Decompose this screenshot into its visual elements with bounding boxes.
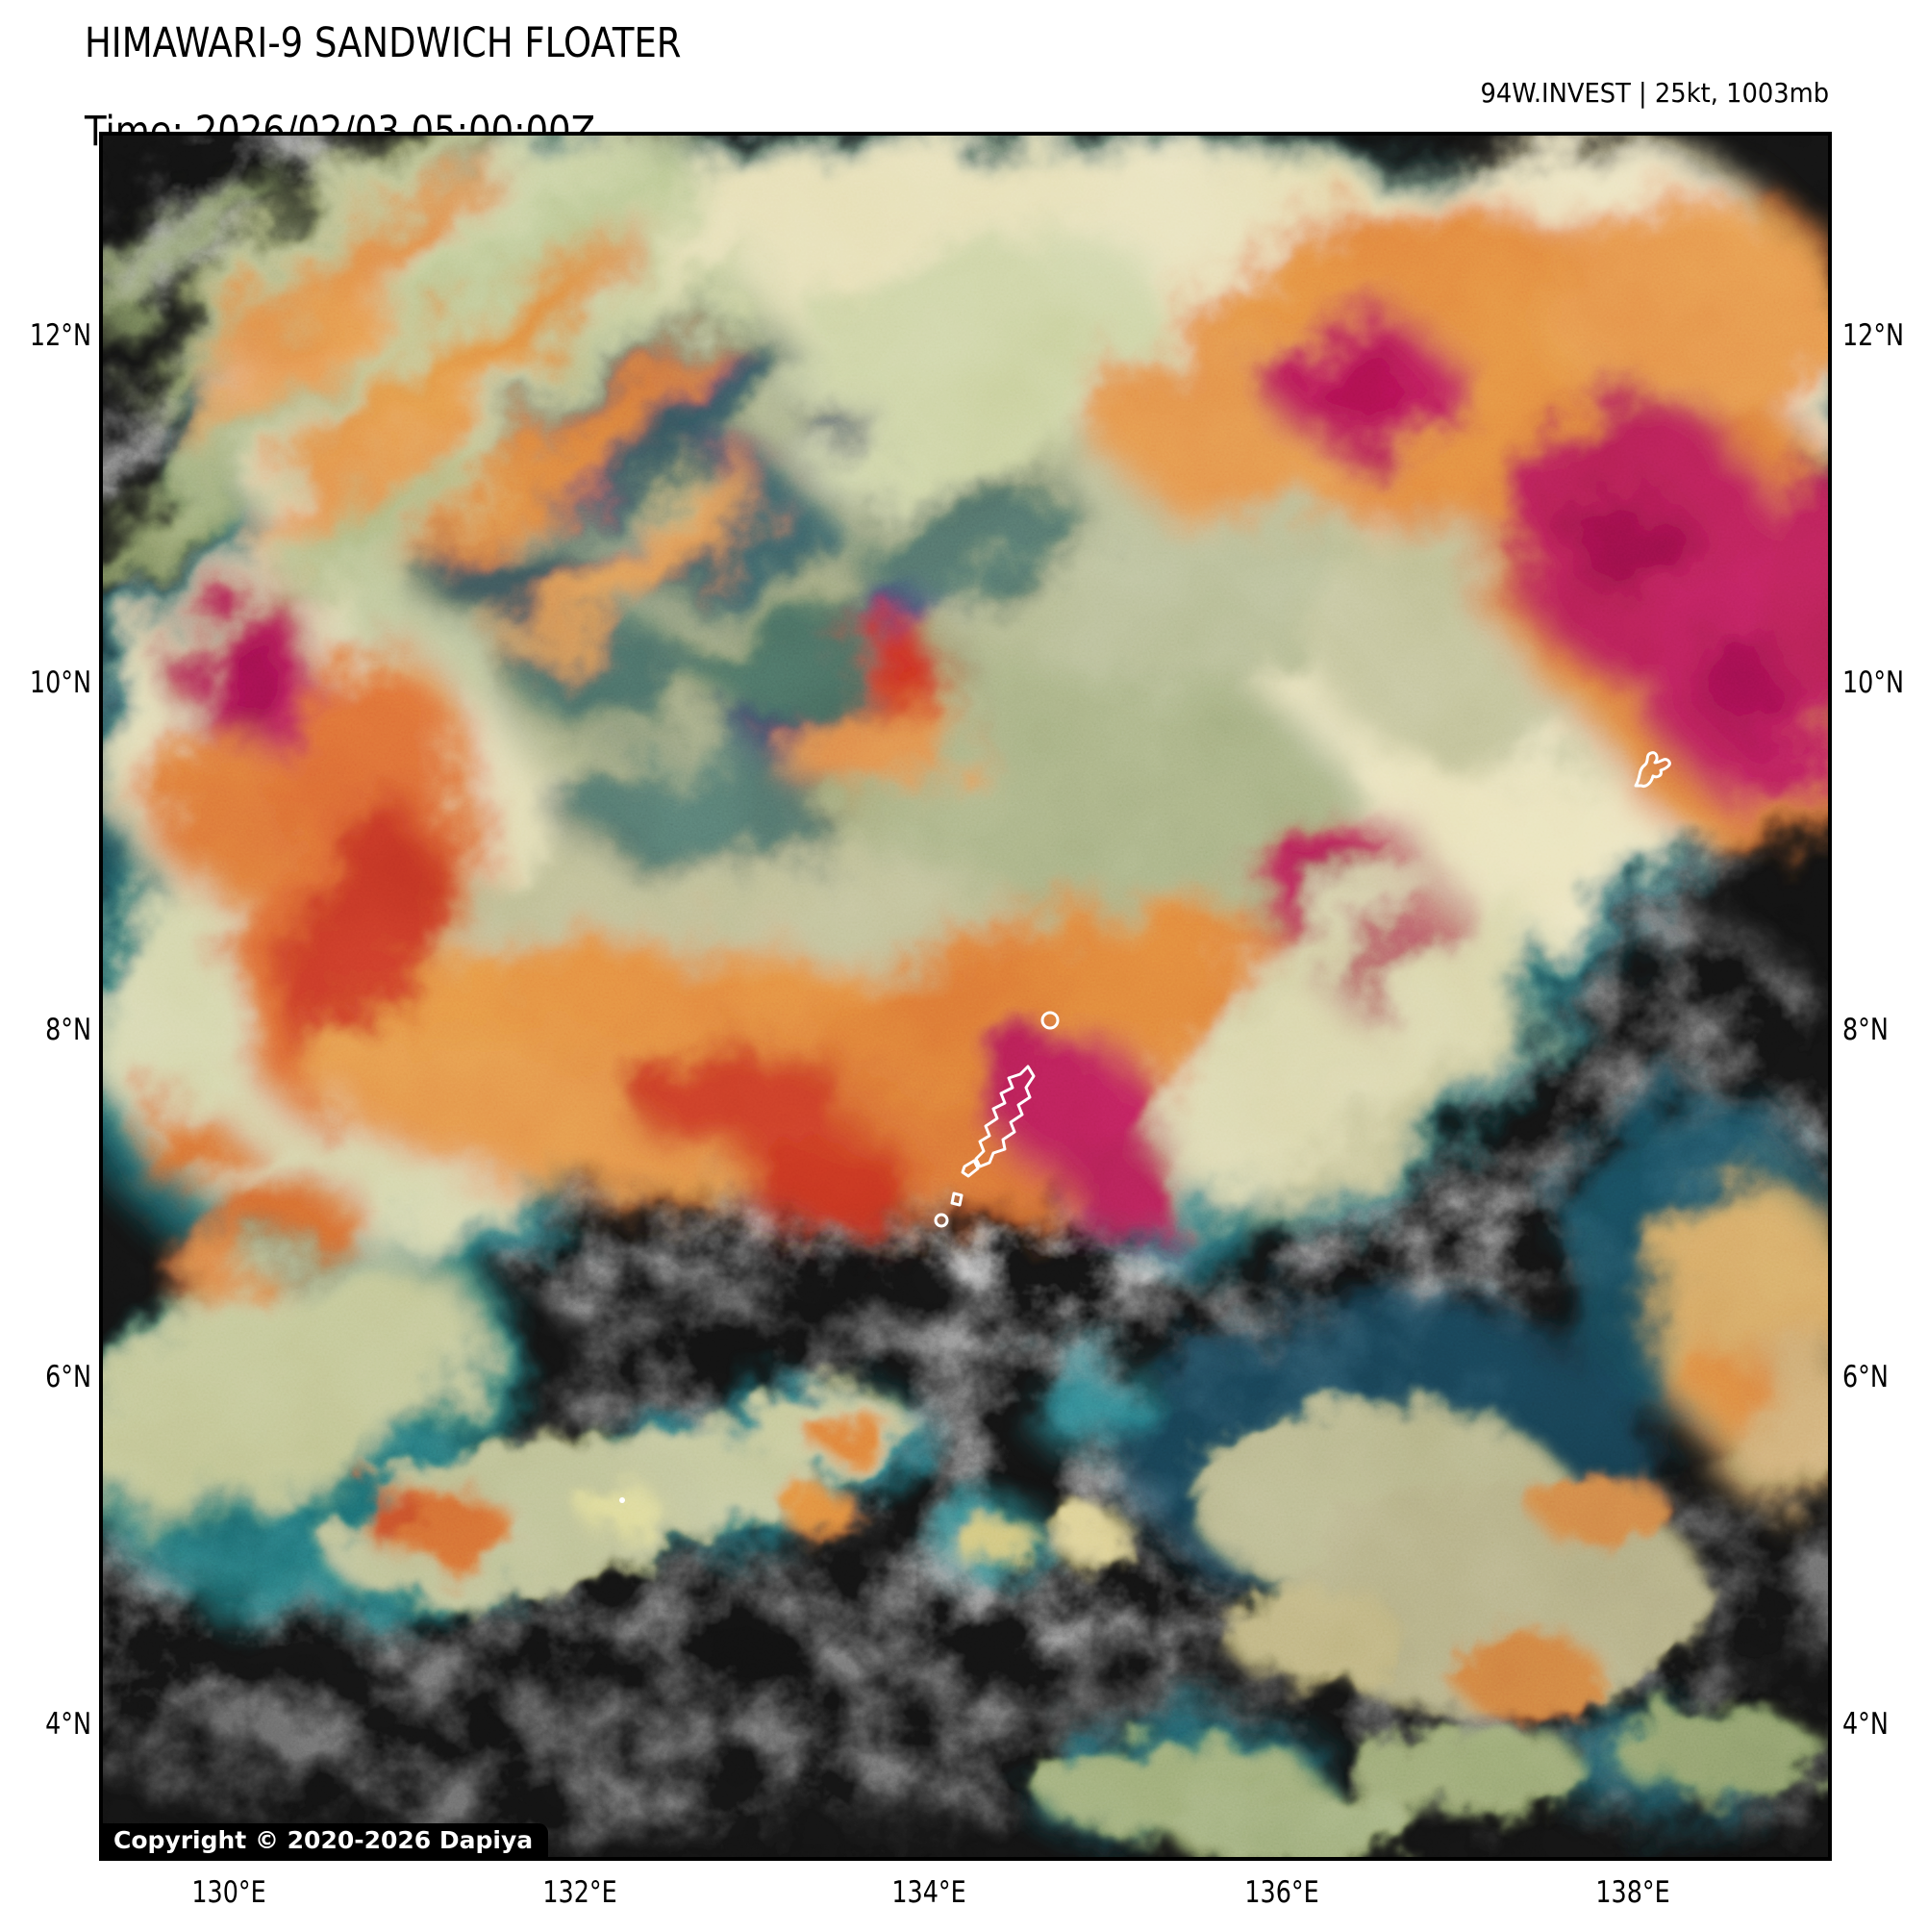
island-outline-yap	[1634, 751, 1671, 788]
lat-label-left-8n: 8°N	[45, 1013, 91, 1047]
island-outline-palau-south	[961, 1159, 980, 1178]
island-outlines	[619, 751, 1671, 1503]
island-outline-kayangel	[1040, 1011, 1060, 1030]
lat-label-right-8n: 8°N	[1842, 1013, 1889, 1047]
lat-label-right-6n: 6°N	[1842, 1360, 1889, 1394]
lat-label-right-4n: 4°N	[1842, 1707, 1889, 1742]
lon-label-132e: 132°E	[542, 1875, 617, 1910]
copyright-badge: Copyright © 2020-2026 Dapiya	[103, 1823, 549, 1857]
island-outline-angaur	[934, 1213, 949, 1228]
lat-label-left-4n: 4°N	[45, 1707, 91, 1742]
product-title: HIMAWARI-9 SANDWICH FLOATER	[85, 19, 682, 67]
lat-label-left-6n: 6°N	[45, 1360, 91, 1394]
island-outline-peleliu	[950, 1192, 964, 1207]
satellite-image	[103, 136, 1828, 1857]
storm-info-label: 94W.INVEST | 25kt, 1003mb	[1480, 77, 1829, 109]
bright-pixel-dot	[619, 1497, 625, 1503]
lat-label-left-10n: 10°N	[29, 665, 92, 700]
lon-label-134e: 134°E	[891, 1875, 966, 1910]
lat-label-left-12n: 12°N	[29, 318, 92, 353]
art-grain-overlay	[103, 136, 1828, 1857]
lat-label-right-12n: 12°N	[1842, 318, 1905, 353]
lat-label-right-10n: 10°N	[1842, 665, 1905, 700]
lon-label-138e: 138°E	[1595, 1875, 1670, 1910]
satellite-map-frame	[99, 132, 1832, 1861]
lon-label-130e: 130°E	[191, 1875, 266, 1910]
lon-label-136e: 136°E	[1244, 1875, 1319, 1910]
island-outline-palau-main	[974, 1065, 1036, 1168]
